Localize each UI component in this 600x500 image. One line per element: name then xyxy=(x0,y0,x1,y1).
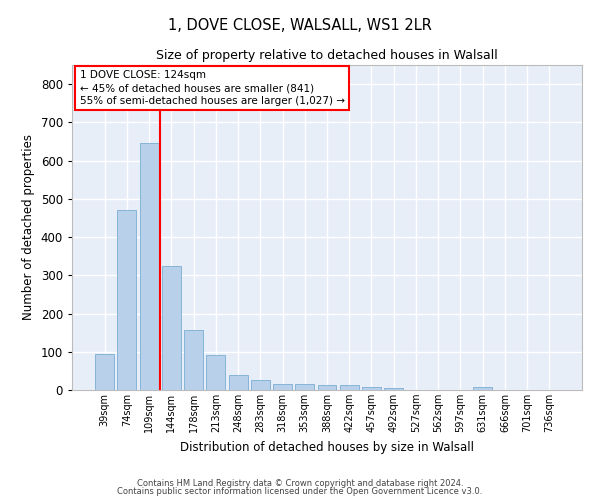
Bar xyxy=(95,354,114,390)
Bar xyxy=(295,384,314,390)
Text: Contains HM Land Registry data © Crown copyright and database right 2024.: Contains HM Land Registry data © Crown c… xyxy=(137,478,463,488)
Bar xyxy=(317,384,337,390)
Bar xyxy=(184,330,203,390)
Bar xyxy=(362,386,381,390)
Bar xyxy=(273,384,292,390)
Bar xyxy=(384,388,403,390)
Bar xyxy=(140,144,158,390)
Text: 1 DOVE CLOSE: 124sqm
← 45% of detached houses are smaller (841)
55% of semi-deta: 1 DOVE CLOSE: 124sqm ← 45% of detached h… xyxy=(80,70,344,106)
Bar xyxy=(118,210,136,390)
Text: Contains public sector information licensed under the Open Government Licence v3: Contains public sector information licen… xyxy=(118,487,482,496)
X-axis label: Distribution of detached houses by size in Walsall: Distribution of detached houses by size … xyxy=(180,440,474,454)
Bar xyxy=(473,387,492,390)
Text: 1, DOVE CLOSE, WALSALL, WS1 2LR: 1, DOVE CLOSE, WALSALL, WS1 2LR xyxy=(168,18,432,32)
Title: Size of property relative to detached houses in Walsall: Size of property relative to detached ho… xyxy=(156,50,498,62)
Y-axis label: Number of detached properties: Number of detached properties xyxy=(22,134,35,320)
Bar xyxy=(162,266,181,390)
Bar xyxy=(206,355,225,390)
Bar xyxy=(340,384,359,390)
Bar xyxy=(229,374,248,390)
Bar xyxy=(251,380,270,390)
